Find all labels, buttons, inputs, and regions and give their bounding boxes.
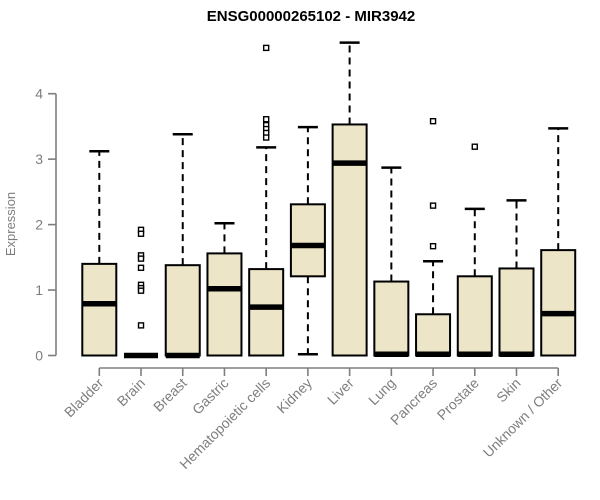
boxplot-pancreas	[415, 117, 452, 357]
iqr-box	[81, 262, 118, 357]
chart-title: ENSG00000265102 - MIR3942	[207, 8, 415, 25]
x-tick-label: Unknown / Other	[480, 375, 566, 461]
boxplot-breast	[164, 133, 201, 359]
outlier-point	[262, 44, 270, 52]
y-axis: 0 1 2 3 4	[35, 86, 57, 364]
y-axis-label: Expression	[3, 192, 18, 256]
outlier-point	[429, 117, 437, 125]
outlier-point	[137, 287, 145, 294]
x-tick-label: Skin	[493, 375, 524, 406]
iqr-box	[373, 280, 410, 357]
boxplot-hematopoietic-cells	[248, 44, 285, 357]
boxplot-unknown-other	[540, 127, 577, 357]
boxplot-skin	[498, 199, 535, 357]
iqr-box	[289, 203, 326, 278]
boxplot-gastric	[206, 222, 243, 357]
boxplot-kidney	[289, 125, 326, 356]
iqr-box	[498, 267, 535, 357]
y-tick-label: 1	[35, 282, 43, 298]
y-tick-label: 4	[35, 86, 43, 102]
x-tick-label: Liver	[324, 375, 357, 408]
outlier-point	[262, 116, 270, 123]
outlier-point	[137, 322, 145, 329]
iqr-box	[331, 123, 368, 357]
y-tick-label: 3	[35, 151, 43, 167]
outlier-point	[137, 255, 145, 262]
boxplot-lung	[373, 166, 410, 357]
x-tick-label: Kidney	[273, 375, 315, 417]
iqr-box	[456, 275, 493, 357]
outlier-point	[137, 230, 145, 237]
iqr-box	[415, 313, 452, 357]
outlier-point	[137, 264, 145, 271]
iqr-box	[206, 252, 243, 357]
boxplot-brain	[124, 226, 159, 359]
outlier-point	[471, 143, 478, 150]
x-tick-label: Brain	[114, 375, 148, 409]
x-tick-label: Lung	[365, 375, 398, 408]
boxplot-bladder	[81, 150, 118, 357]
iqr-box	[540, 249, 577, 357]
y-tick-label: 0	[35, 348, 43, 364]
boxplot-series	[81, 41, 577, 359]
x-tick-label: Bladder	[61, 375, 107, 421]
boxplot-prostate	[456, 143, 493, 357]
boxplot-liver	[331, 41, 368, 357]
outlier-point	[262, 134, 270, 141]
outlier-point	[429, 242, 437, 250]
iqr-box	[164, 264, 201, 357]
x-tick-label: Prostate	[434, 375, 482, 423]
x-tick-label: Breast	[150, 375, 190, 415]
y-tick-label: 2	[35, 217, 43, 233]
iqr-box	[248, 268, 285, 357]
outlier-point	[429, 202, 437, 209]
